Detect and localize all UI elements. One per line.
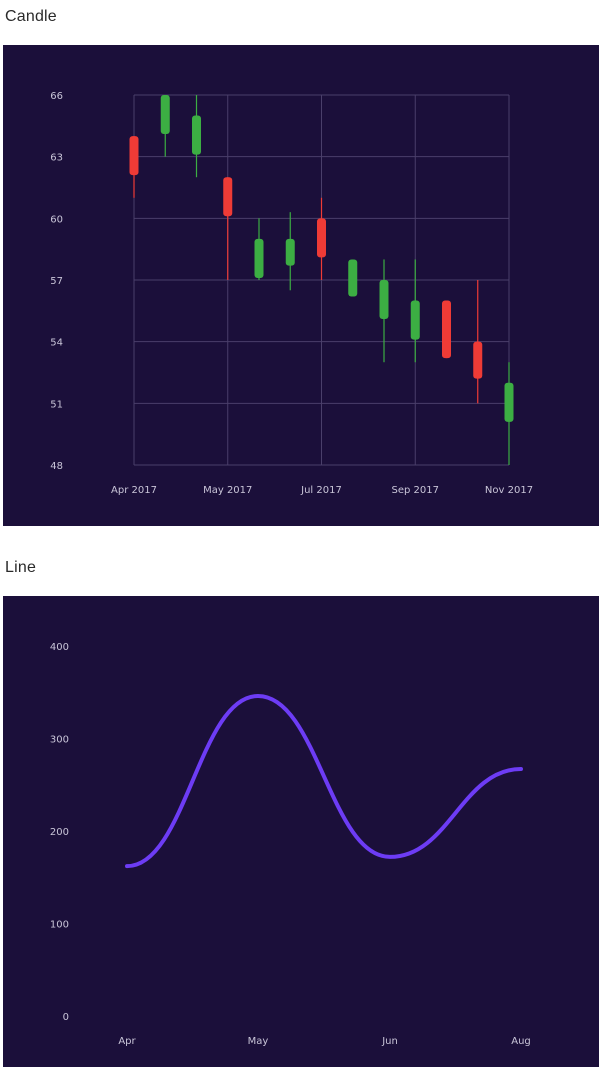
line-chart-panel: 0 100 200 300 400 Apr May Jun Aug: [3, 596, 599, 1067]
candle-x-tick-label: Sep 2017: [392, 485, 439, 496]
candle-body: [410, 300, 420, 340]
candle-body: [160, 95, 170, 135]
candle-chart: 48 51 54 57 60 63 66 Apr 2017 May 2017 Jul 2017 Se…: [50, 91, 533, 496]
candle-body: [348, 259, 358, 297]
candle-body: [223, 177, 233, 217]
line-y-tick-label: 300: [50, 735, 69, 746]
candle-y-tick-label: 51: [50, 399, 63, 410]
line-chart: 0 100 200 300 400 Apr May Jun Aug: [50, 642, 531, 1047]
candle-body: [442, 300, 451, 359]
candle-body: [254, 238, 264, 278]
line-section-title: Line: [5, 559, 37, 576]
candle-y-tick-label: 57: [50, 276, 63, 287]
line-y-tick-label: 100: [50, 920, 69, 931]
candle-y-tick-label: 66: [50, 91, 63, 102]
candle-x-tick-label: Apr 2017: [111, 485, 157, 496]
candle-y-tick-label: 54: [50, 338, 63, 349]
candle-x-tick-label: Jul 2017: [300, 485, 342, 496]
line-x-tick-label: Aug: [511, 1036, 531, 1047]
candle-y-tick-label: 60: [50, 214, 63, 225]
candle-body: [192, 115, 201, 155]
line-y-tick-label: 200: [50, 827, 69, 838]
candle-body: [317, 218, 326, 258]
line-x-tick-label: Apr: [118, 1036, 136, 1047]
candle-section-title: Candle: [5, 8, 57, 25]
line-y-tick-label: 400: [50, 642, 69, 653]
line-x-tick-label: Jun: [381, 1036, 398, 1047]
candle-x-tick-label: May 2017: [203, 485, 252, 496]
line-x-tick-label: May: [248, 1036, 269, 1047]
line-y-tick-label: 0: [63, 1012, 69, 1023]
candle-body: [129, 136, 139, 176]
line-series-path: [125, 693, 523, 869]
candle-body: [379, 280, 389, 320]
candle-y-tick-label: 63: [50, 153, 63, 164]
candle-body: [504, 382, 514, 422]
candle-body: [285, 238, 295, 266]
candle-chart-panel: 48 51 54 57 60 63 66 Apr 2017 May 2017 Jul 2017 Se…: [3, 45, 599, 526]
candle-body: [473, 341, 483, 379]
candle-y-tick-label: 48: [50, 461, 63, 472]
candle-x-tick-label: Nov 2017: [485, 485, 533, 496]
